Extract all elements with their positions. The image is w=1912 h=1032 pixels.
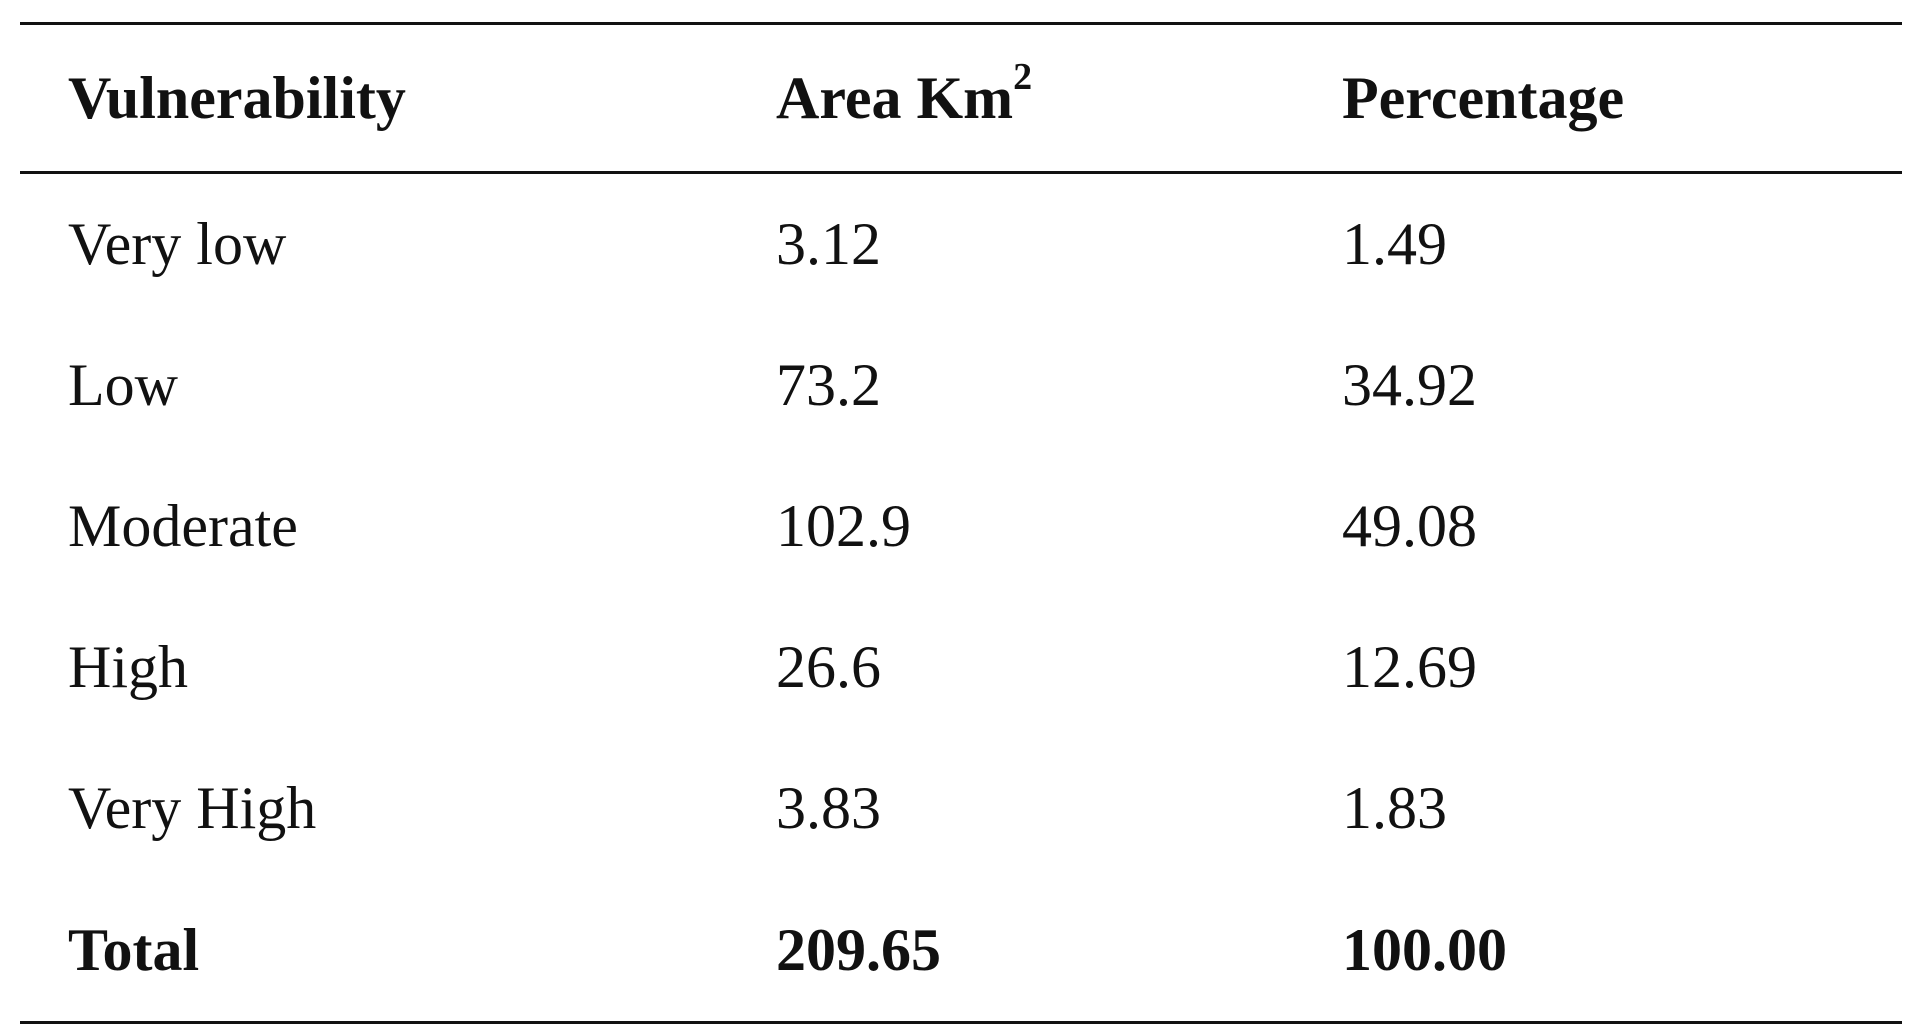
- cell-vulnerability: Very low: [68, 211, 287, 277]
- vulnerability-table: Vulnerability Area Km2 Percentage Very l…: [20, 22, 1902, 1024]
- total-area: 209.65: [776, 917, 941, 983]
- table-header-row: Vulnerability Area Km2 Percentage: [20, 25, 1902, 171]
- table-body: Very low 3.12 1.49 Low 73.2 34.92 Modera…: [20, 174, 1902, 1021]
- cell-percentage: 34.92: [1342, 352, 1477, 418]
- table-row: Low 73.2 34.92: [20, 315, 1902, 456]
- header-vulnerability: Vulnerability: [68, 65, 406, 131]
- cell-vulnerability: High: [68, 634, 188, 700]
- table-row: Very High 3.83 1.83: [20, 738, 1902, 879]
- table-top-rule: [20, 22, 1902, 25]
- cell-percentage: 1.83: [1342, 775, 1447, 841]
- cell-percentage: 12.69: [1342, 634, 1477, 700]
- table-row: Moderate 102.9 49.08: [20, 456, 1902, 597]
- cell-area: 26.6: [776, 634, 881, 700]
- total-percentage: 100.00: [1342, 917, 1507, 983]
- table-bottom-rule: [20, 1021, 1902, 1024]
- cell-vulnerability: Low: [68, 352, 178, 418]
- header-percentage: Percentage: [1342, 65, 1625, 131]
- header-area-superscript: 2: [1013, 56, 1033, 98]
- cell-area: 73.2: [776, 352, 881, 418]
- header-area: Area Km2: [776, 25, 1032, 171]
- cell-vulnerability: Moderate: [68, 493, 298, 559]
- table-header-rule: [20, 171, 1902, 174]
- cell-percentage: 49.08: [1342, 493, 1477, 559]
- cell-area: 3.12: [776, 211, 881, 277]
- table-total-row: Total 209.65 100.00: [20, 879, 1902, 1021]
- cell-vulnerability: Very High: [68, 775, 317, 841]
- table-row: High 26.6 12.69: [20, 597, 1902, 738]
- total-label: Total: [68, 917, 200, 983]
- header-area-label: Area Km: [776, 65, 1014, 131]
- cell-area: 3.83: [776, 775, 881, 841]
- cell-percentage: 1.49: [1342, 211, 1447, 277]
- table-row: Very low 3.12 1.49: [20, 174, 1902, 315]
- cell-area: 102.9: [776, 493, 911, 559]
